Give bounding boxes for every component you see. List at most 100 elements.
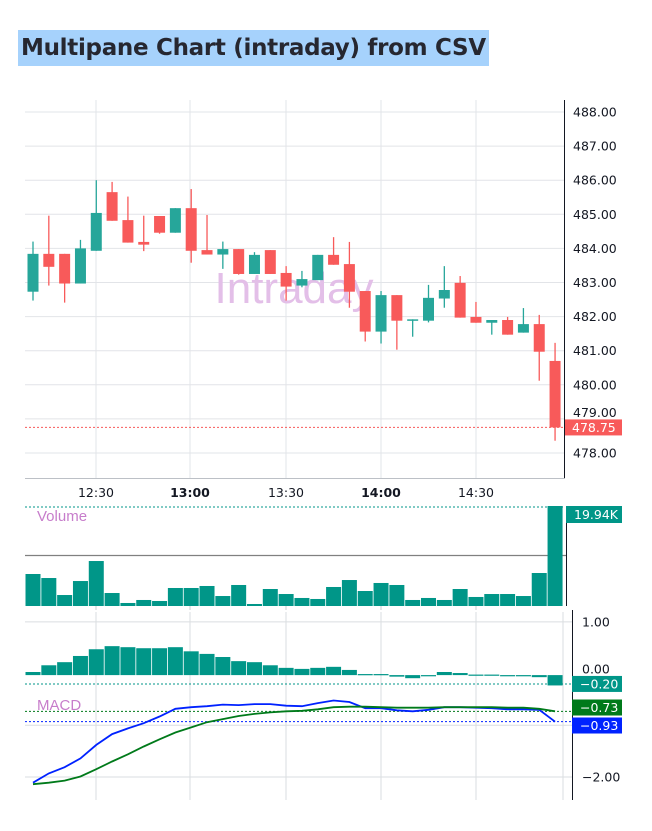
time-tick-label: 13:00: [170, 485, 210, 500]
macd-histogram-bar: [136, 648, 152, 676]
candle-body: [486, 320, 498, 323]
macd-histogram-bar: [199, 653, 215, 676]
macd-tick-label: −2.00: [582, 770, 620, 785]
volume-bar: [167, 587, 183, 606]
volume-bar: [389, 584, 405, 606]
candle-body: [185, 208, 197, 251]
macd-tick-label: 0.00: [582, 661, 610, 676]
signal-last-label: −0.73: [580, 700, 618, 715]
macd-last-badge: [572, 717, 622, 734]
volume-bar: [294, 597, 310, 606]
time-tick-label: 14:30: [458, 485, 494, 500]
candle-body: [248, 254, 260, 274]
volume-bar: [468, 596, 484, 606]
price-tick-label: 486.00: [573, 173, 617, 188]
macd-histogram-bar: [262, 665, 278, 676]
signal-line: [32, 705, 556, 786]
price-tick-label: 484.00: [573, 241, 617, 256]
macd-histogram-bar: [152, 648, 168, 676]
macd-histogram-bar: [421, 675, 436, 677]
price-tick-label: 479.00: [573, 405, 617, 420]
price-tick-label: 487.00: [573, 139, 617, 154]
candle-body: [59, 253, 71, 284]
candle-body: [201, 250, 213, 255]
volume-bar: [246, 603, 262, 606]
last-price-badge: [565, 419, 622, 436]
volume-bar: [515, 596, 531, 606]
volume-bar: [72, 581, 88, 606]
page-title: Multipane Chart (intraday) from CSV: [18, 30, 489, 66]
candle-body: [343, 264, 355, 292]
macd-histogram-bar: [72, 655, 88, 676]
macd-pane-label: MACD: [37, 697, 81, 714]
volume-bar: [231, 584, 247, 606]
candle-body: [296, 279, 308, 286]
volume-bar: [104, 593, 120, 606]
candle-body: [328, 254, 340, 265]
candle-body: [169, 208, 181, 233]
candle-body: [375, 295, 387, 332]
macd-histogram-bar: [515, 675, 531, 677]
volume-bar: [199, 585, 215, 606]
price-tick-label: 480.00: [573, 377, 617, 392]
macd-histogram-bar: [500, 675, 516, 677]
candle-body: [502, 320, 514, 335]
macd-histogram-bar: [183, 651, 199, 676]
volume-bar: [120, 602, 136, 606]
candle-body: [280, 272, 292, 287]
candle-body: [154, 216, 166, 233]
candle-body: [549, 360, 561, 428]
candle-body: [454, 282, 466, 318]
macd-histogram-bar: [326, 666, 342, 676]
volume-bar: [41, 578, 57, 606]
macd-histogram-bar: [104, 646, 120, 676]
macd-histogram-bar: [547, 675, 563, 686]
volume-last-badge: [566, 506, 622, 523]
macd-histogram-bar: [120, 647, 136, 676]
macd-histogram-bar: [341, 669, 357, 676]
macd-histogram-bar: [310, 667, 326, 676]
macd-histogram-bar: [278, 667, 294, 676]
candle-body: [312, 254, 324, 281]
candle-body: [217, 249, 229, 255]
macd-histogram-bar: [246, 662, 262, 676]
volume-bar: [215, 596, 231, 606]
macd-histogram-bar: [452, 673, 468, 676]
macd-histogram-bar: [294, 668, 310, 676]
volume-bar: [326, 586, 342, 606]
candle-body: [470, 316, 482, 323]
volume-bar: [500, 594, 516, 606]
candle-body: [122, 220, 134, 243]
macd-histogram-bar: [167, 647, 183, 676]
volume-bar: [357, 591, 373, 606]
macd-histogram-bar: [88, 649, 104, 676]
last-price-label: 478.75: [572, 420, 616, 435]
candle-body: [233, 249, 245, 274]
macd-histogram-bar: [357, 674, 373, 676]
volume-bar: [262, 588, 278, 606]
candle-body: [359, 291, 371, 332]
volume-pane-label: Volume: [37, 508, 87, 525]
volume-bar: [547, 506, 563, 606]
price-tick-label: 488.00: [573, 105, 617, 120]
candle-body: [43, 253, 55, 267]
macd-histogram-bar: [373, 674, 389, 676]
macd-histogram-bar: [389, 675, 405, 677]
macd-histogram-bar: [531, 675, 547, 678]
volume-bar: [436, 599, 452, 606]
histogram-last-label: −0.20: [580, 676, 618, 691]
price-tick-label: 485.00: [573, 207, 617, 222]
candle-body: [517, 324, 529, 333]
candle-body: [423, 297, 434, 321]
candle-body: [533, 324, 545, 352]
macd-line: [32, 699, 556, 784]
volume-bar: [57, 595, 73, 606]
candle-body: [27, 253, 39, 292]
volume-bar: [136, 599, 152, 606]
candle-body: [90, 212, 102, 251]
volume-bar: [531, 573, 547, 606]
volume-bar: [183, 587, 199, 606]
volume-bar: [484, 594, 500, 606]
macd-histogram-bar: [468, 674, 484, 676]
